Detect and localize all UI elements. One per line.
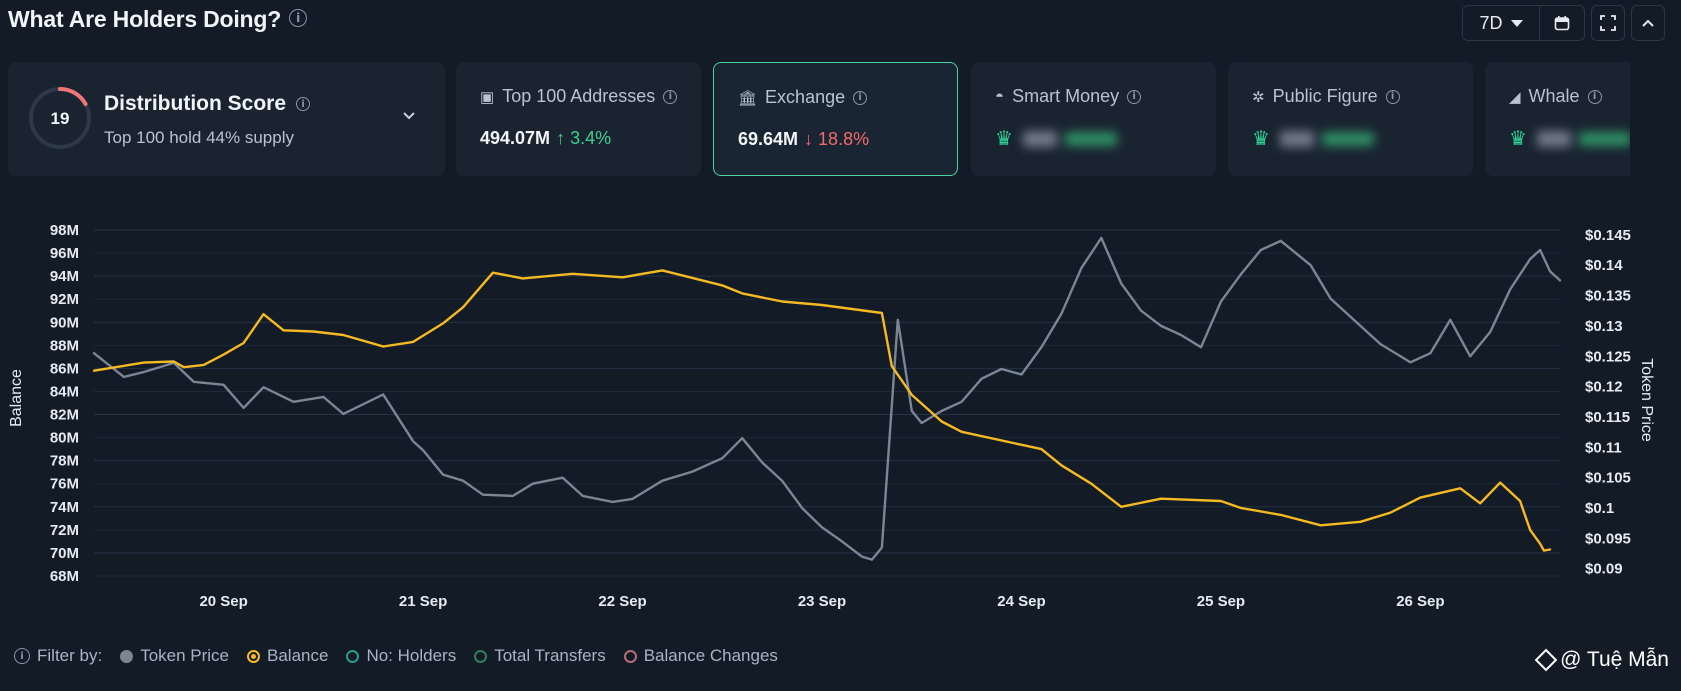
y-right-tick-label: $0.135 [1585, 288, 1631, 305]
radio-selected-icon [247, 649, 261, 663]
crown-icon: ♛ [995, 128, 1013, 150]
toolbar: 7D [1462, 5, 1665, 41]
filter-label: Filter by: [37, 646, 103, 665]
y-left-tick-label: 90M [50, 314, 79, 331]
fullscreen-button[interactable] [1591, 5, 1625, 41]
locked-value: ♛ [1509, 126, 1631, 151]
balance-series-line [92, 269, 1552, 552]
range-dropdown[interactable]: 7D [1463, 6, 1540, 40]
y-right-tick-label: $0.09 [1585, 561, 1623, 578]
calendar-icon [1554, 16, 1570, 31]
y-left-tick-label: 98M [50, 222, 79, 239]
y-right-tick-label: $0.13 [1585, 318, 1623, 335]
collapse-button[interactable] [1631, 5, 1665, 41]
cards-overflow-mask [1630, 62, 1681, 176]
smart-money-card[interactable]: ◓ Smart Money i ♛ [971, 62, 1216, 176]
top100-change: ↑ 3.4% [556, 128, 612, 148]
legend-token-price[interactable]: Token Price [120, 646, 229, 666]
info-icon[interactable]: i [1127, 89, 1142, 104]
x-tick-label: 20 Sep [199, 593, 247, 610]
person-icon: ✲ [1252, 88, 1265, 106]
y-left-tick-label: 88M [50, 337, 79, 354]
token-price-series-line [92, 236, 1562, 561]
fullscreen-icon [1600, 15, 1616, 31]
y-left-tick-label: 82M [50, 407, 79, 424]
y-right-tick-label: $0.14 [1585, 257, 1623, 274]
info-icon: i [14, 648, 30, 664]
whale-icon: ◢ [1509, 88, 1521, 106]
x-tick-label: 26 Sep [1396, 593, 1444, 610]
circle-icon [120, 649, 134, 663]
y-right-tick-label: $0.115 [1585, 409, 1630, 426]
legend-total-transfers[interactable]: Total Transfers [474, 646, 606, 666]
public-figure-card[interactable]: ✲ Public Figure i ♛ [1228, 62, 1473, 176]
circle-outline-icon [623, 649, 637, 663]
y-right-tick-label: $0.125 [1585, 348, 1631, 365]
legend-balance-changes[interactable]: Balance Changes [623, 646, 778, 666]
y-right-tick-label: $0.145 [1585, 227, 1631, 244]
chevron-down-icon [1510, 19, 1523, 27]
distribution-score-card[interactable]: 19 Distribution Score i Top 100 hold 44% … [8, 62, 445, 176]
y-left-tick-label: 78M [50, 453, 79, 470]
y-left-tick-label: 84M [50, 383, 79, 400]
page-title: What Are Holders Doing? i [8, 6, 308, 33]
top100-value: 494.07M ↑ 3.4% [480, 128, 612, 148]
y-left-tick-label: 70M [50, 545, 79, 562]
y-right-tick-label: $0.095 [1585, 530, 1631, 547]
y-left-tick-label: 80M [50, 430, 79, 447]
y-left-tick-label: 76M [50, 476, 79, 493]
x-tick-label: 25 Sep [1197, 593, 1245, 610]
chevron-down-icon[interactable] [401, 108, 417, 124]
locked-value: ♛ [995, 126, 1117, 151]
score-ring: 19 [29, 86, 91, 149]
info-icon[interactable]: i [289, 8, 308, 27]
exchange-card[interactable]: 🏛 Exchange i 69.64M ↓ 18.8% [713, 62, 958, 176]
exchange-value: 69.64M ↓ 18.8% [738, 129, 870, 149]
score-value: 19 [51, 109, 70, 128]
x-tick-label: 23 Sep [798, 593, 846, 610]
crown-icon: ♛ [1252, 128, 1270, 150]
y-left-tick-label: 92M [50, 291, 79, 308]
top100-card[interactable]: ▣ Top 100 Addresses i 494.07M ↑ 3.4% [456, 62, 701, 176]
y-left-tick-label: 96M [50, 245, 79, 262]
calendar-button[interactable] [1540, 6, 1584, 40]
locked-value: ♛ [1252, 126, 1374, 151]
distribution-score-title: Distribution Score i [104, 92, 311, 116]
bank-icon: 🏛 [738, 89, 758, 107]
chevron-up-icon [1642, 19, 1654, 27]
y-right-tick-label: $0.11 [1585, 439, 1622, 456]
y-left-tick-label: 94M [50, 268, 79, 285]
legend-balance[interactable]: Balance [247, 646, 328, 666]
x-tick-label: 22 Sep [598, 593, 646, 610]
exchange-change: ↓ 18.8% [804, 129, 870, 149]
y-left-tick-label: 72M [50, 522, 79, 539]
y-right-tick-label: $0.105 [1585, 470, 1631, 487]
range-selector: 7D [1462, 5, 1585, 41]
circle-outline-icon [346, 649, 360, 663]
y-right-tick-label: $0.1 [1585, 500, 1614, 517]
y-left-tick-label: 86M [50, 360, 79, 377]
info-icon[interactable]: i [853, 90, 868, 105]
info-icon[interactable]: i [663, 89, 678, 104]
info-icon[interactable]: i [1587, 89, 1602, 104]
legend-holders[interactable]: No: Holders [346, 646, 456, 666]
info-icon[interactable]: i [296, 97, 311, 111]
y-right-tick-label: $0.12 [1585, 379, 1623, 396]
watermark: @ Tuệ Mẫn [1534, 648, 1669, 672]
info-icon[interactable]: i [1385, 89, 1400, 104]
y-left-tick-label: 74M [50, 499, 79, 516]
y-left-tick-label: 68M [50, 568, 79, 585]
glasses-icon: ◓ [995, 88, 1005, 105]
distribution-score-subtitle: Top 100 hold 44% supply [104, 128, 294, 147]
legend: i Filter by: Token Price Balance No: Hold… [14, 646, 778, 666]
x-tick-label: 21 Sep [399, 593, 447, 610]
circle-outline-icon [474, 649, 488, 663]
wallet-icon: ▣ [480, 88, 495, 106]
crown-icon: ♛ [1509, 128, 1527, 150]
binance-logo-icon [1534, 648, 1558, 672]
x-tick-label: 24 Sep [997, 593, 1045, 610]
